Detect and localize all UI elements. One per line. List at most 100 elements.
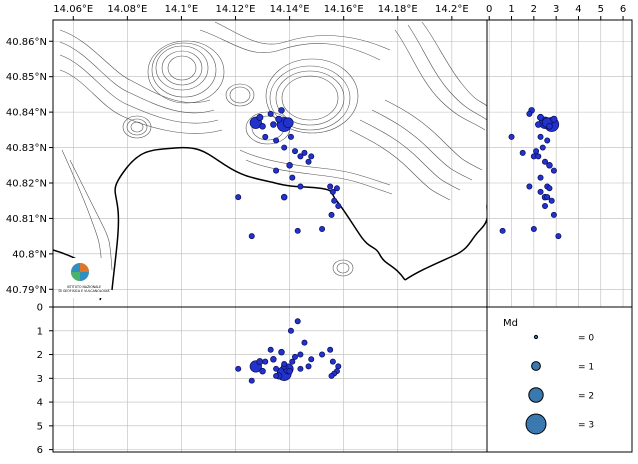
event-marker-depth-lon [270, 356, 277, 363]
event-marker-depth-lon [281, 361, 288, 368]
event-marker-depth-lon [248, 377, 255, 384]
event-marker-depth-lon [273, 365, 280, 372]
event-marker-depth-lon [273, 372, 280, 379]
event-marker-map [329, 188, 336, 195]
legend-items: = 0 = 1 = 2 = 3 [525, 334, 594, 435]
event-marker-map [333, 185, 340, 192]
event-marker-map [301, 149, 308, 156]
terrain-contours [59, 21, 487, 277]
crater-contours-campiglione [147, 40, 225, 104]
event-marker-depth-lat [519, 149, 526, 156]
event-marker-map [331, 197, 338, 204]
event-marker-depth-lon [259, 367, 266, 375]
event-marker-depth-lon [287, 327, 294, 334]
event-marker-map [305, 158, 312, 165]
event-marker-depth-lat [546, 123, 553, 130]
event-marker-map [294, 227, 301, 234]
legend-label-md-1: = 1 [578, 363, 594, 373]
event-marker-depth-lat [537, 174, 544, 181]
logo-line-2: DI GEOFISICA E VULCANOLOGIA [59, 289, 111, 293]
event-marker-depth-lat [544, 137, 551, 144]
event-marker-map [280, 193, 288, 201]
event-marker-depth-lat [546, 162, 553, 169]
right-panel-depth-tick-labels: 0 1 2 3 4 5 6 [486, 4, 626, 20]
event-marker-depth-lon [267, 346, 274, 353]
event-marker-depth-lon [289, 358, 296, 365]
legend-title: Md [503, 318, 518, 329]
legend-label-md-0: = 0 [578, 334, 594, 344]
event-marker-depth-lat [535, 153, 542, 160]
legend-marker-md-2 [528, 387, 544, 403]
event-marker-depth-lon [256, 358, 264, 366]
event-marker-map [273, 137, 280, 144]
legend-label-md-2: = 2 [578, 392, 594, 402]
lat-tick-label: 40.82°N [6, 178, 47, 189]
event-marker-map [297, 183, 304, 190]
events-depth-lat-layer [499, 107, 562, 240]
crater-contours-astroni [265, 58, 359, 134]
bottom-depth-tick-label: 6 [37, 445, 43, 456]
event-marker-depth-lat [535, 121, 542, 128]
coastline-gulf [111, 146, 406, 291]
event-marker-depth-lon [327, 346, 334, 353]
bottom-depth-tick-label: 1 [37, 326, 43, 337]
logo-globe-segment-2 [71, 272, 80, 281]
right-depth-tick-label: 5 [598, 4, 604, 15]
event-marker-depth-lat [548, 197, 555, 204]
event-marker-depth-lon [328, 372, 335, 379]
lat-tick-label: 40.85°N [6, 72, 47, 83]
legend-background [487, 307, 632, 452]
bottom-depth-tick-label: 3 [37, 374, 43, 385]
logo-globe-segment [80, 263, 89, 272]
event-marker-depth-lat [550, 211, 557, 218]
event-marker-depth-lat [508, 133, 515, 140]
event-marker-map [308, 153, 315, 160]
event-marker-map [289, 174, 296, 181]
event-marker-map [259, 123, 266, 130]
event-marker-depth-lon [329, 358, 336, 365]
event-marker-depth-lat [530, 226, 537, 233]
legend-panel: Md = 0 = 1 = 2 = 3 [487, 307, 632, 452]
event-marker-depth-lat [544, 194, 551, 201]
legend-marker-md-0 [533, 334, 539, 340]
event-marker-depth-lat [542, 158, 548, 165]
lon-tick-label: 14.1°E [165, 4, 199, 15]
right-depth-panel [487, 20, 632, 307]
legend-marker-md-1 [531, 361, 541, 371]
lon-tick-label: 14.08°E [107, 4, 147, 15]
event-marker-depth-lon [297, 365, 304, 372]
event-marker-depth-lat [537, 113, 545, 121]
event-marker-map [248, 233, 255, 240]
events-map-layer [235, 107, 342, 240]
coastline-east [404, 205, 487, 281]
bottom-panel-background [53, 307, 487, 452]
bottom-depth-tick-label: 0 [37, 303, 43, 314]
event-marker-depth-lat [550, 167, 557, 174]
event-marker-map [335, 203, 342, 210]
event-marker-depth-lat [526, 110, 533, 117]
event-marker-map [328, 211, 335, 218]
map-panel [53, 20, 487, 307]
legend-marker-md-3 [525, 413, 547, 435]
ridge-contours [59, 21, 487, 271]
event-marker-map [256, 113, 264, 121]
event-marker-map [327, 183, 334, 190]
capo-miseno-contours [332, 259, 354, 277]
lon-tick-label: 14.14°E [270, 4, 310, 15]
event-marker-map [270, 121, 277, 128]
lon-tick-label: 14.06°E [53, 4, 93, 15]
event-marker-depth-lat [537, 133, 544, 140]
longitude-tick-labels: 14.06°E 14.08°E 14.1°E 14.12°E 14.14°E 14.16°… [53, 4, 469, 20]
lat-tick-label: 40.79°N [6, 285, 47, 296]
lat-tick-label: 40.83°N [6, 143, 47, 154]
lon-tick-label: 14.2°E [435, 4, 469, 15]
bottom-depth-panel [53, 306, 487, 452]
event-marker-depth-lat [537, 188, 544, 195]
event-marker-map [267, 110, 274, 117]
event-marker-depth-lat [555, 233, 562, 240]
event-marker-map [275, 115, 283, 123]
legend-label-md-3: = 3 [578, 421, 594, 431]
event-marker-map [281, 144, 288, 151]
right-panel-grid [487, 20, 632, 307]
